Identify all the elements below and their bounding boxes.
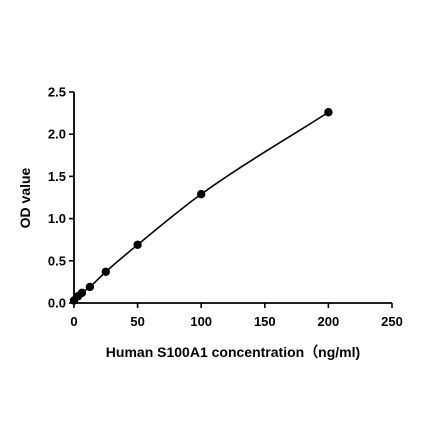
data-point	[85, 282, 95, 292]
x-tick-label: 0	[70, 314, 77, 329]
data-points	[69, 108, 333, 305]
data-point	[324, 108, 333, 117]
data-point	[101, 267, 111, 276]
y-tick-label: 2.0	[48, 127, 66, 142]
x-ticks	[73, 303, 393, 308]
y-axis-title: OD value	[17, 167, 33, 228]
x-tick-label: 50	[130, 314, 144, 329]
x-tick-label: 250	[381, 314, 403, 329]
y-tick-label: 0.0	[48, 296, 66, 311]
y-tick-labels: 0.0 0.5 1.0 1.5 2.0 2.5	[48, 85, 66, 311]
fit-curve	[73, 111, 329, 302]
y-tick-label: 2.5	[48, 85, 66, 100]
data-point	[77, 288, 87, 298]
x-tick-label: 150	[254, 314, 276, 329]
data-point	[197, 189, 206, 199]
y-ticks	[69, 91, 74, 304]
data-point	[133, 240, 142, 249]
x-tick-labels: 0 50 100 150 200 250	[70, 314, 402, 329]
y-tick-label: 1.0	[48, 211, 66, 226]
x-axis-title: Human S100A1 concentration（ng/ml)	[106, 344, 360, 360]
x-tick-label: 100	[190, 314, 212, 329]
y-tick-label: 0.5	[48, 253, 66, 268]
y-tick-label: 1.5	[48, 169, 66, 184]
y-axis: 0.0 0.5 1.0 1.5 2.0 2.5	[48, 85, 75, 311]
x-axis: 0 50 100 150 200 250	[70, 302, 403, 329]
x-tick-label: 200	[318, 314, 340, 329]
